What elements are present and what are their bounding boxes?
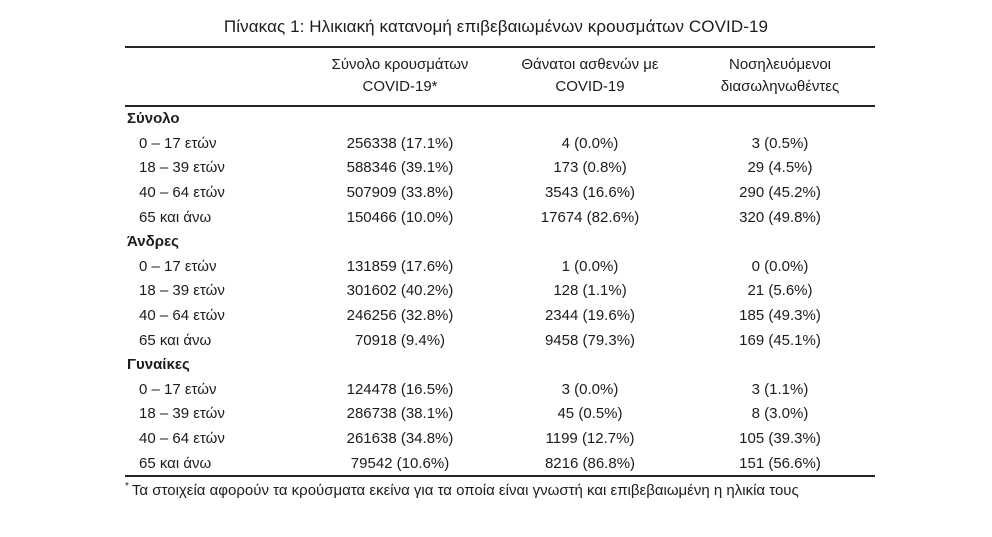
table-row: 65 και άνω 79542 (10.6%) 8216 (86.8%) 151 (…	[125, 450, 875, 478]
header-deaths-line1: Θάνατοι ασθενών με	[521, 56, 659, 73]
intubated-cell: 8 (3.0%)	[751, 405, 809, 423]
header-empty-cell	[125, 47, 305, 106]
header-total-cases: Σύνολο κρουσμάτων COVID-19*	[305, 47, 495, 106]
footnote: * Τα στοιχεία αφορούν τα κρούσματα εκείνα…	[125, 481, 875, 500]
deaths-cell: 1199 (12.7%)	[545, 430, 635, 448]
section-label: Σύνολο	[127, 110, 180, 128]
table-row: 40 – 64 ετών 507909 (33.8%) 3543 (16.6%) 29…	[125, 180, 875, 205]
deaths-cell: 3543 (16.6%)	[544, 184, 636, 202]
intubated-cell: 290 (45.2%)	[739, 184, 821, 202]
cases-cell: 246256 (32.8%)	[346, 307, 454, 325]
section-label: Γυναίκες	[127, 356, 190, 374]
cases-cell: 150466 (10.0%)	[346, 208, 454, 226]
deaths-cell: 173 (0.8%)	[553, 159, 627, 177]
deaths-cell: 4 (0.0%)	[561, 134, 619, 152]
cases-cell: 588346 (39.1%)	[346, 159, 454, 177]
table-row: 18 – 39 ετών 286738 (38.1%) 45 (0.5%) 8 (3.…	[125, 402, 875, 427]
age-group-label: 40 – 64 ετών	[139, 184, 225, 202]
deaths-cell: 8216 (86.8%)	[495, 450, 685, 478]
table-body: Σύνολο 0 – 17 ετών 256338 (17.1%) 4 (0.0%) 3…	[125, 106, 875, 478]
age-group-label: 40 – 64 ετών	[139, 307, 225, 325]
deaths-cell: 17674 (82.6%)	[540, 208, 640, 226]
deaths-cell: 2344 (19.6%)	[544, 307, 636, 325]
footnote-text: Τα στοιχεία αφορούν τα κρούσματα εκείνα …	[131, 482, 799, 500]
table-row: 40 – 64 ετών 261638 (34.8%) 1199 (12.7%) 10…	[125, 426, 875, 451]
table-row: 0 – 17 ετών 131859 (17.6%) 1 (0.0%) 0 (0.0%…	[125, 254, 875, 279]
table-row: 65 και άνω 150466 (10.0%) 17674 (82.6%) 320…	[125, 205, 875, 230]
cases-cell: 79542 (10.6%)	[305, 450, 495, 478]
header-total-cases-line2: COVID-19*	[362, 77, 438, 95]
footnote-marker: *	[125, 481, 129, 493]
age-group-label: 18 – 39 ετών	[139, 405, 225, 423]
table-container: Σύνολο κρουσμάτων COVID-19* Θάνατοι ασθε…	[125, 46, 875, 478]
intubated-cell: 105 (39.3%)	[739, 430, 821, 448]
header-intubated-line2: διασωληνωθέντες	[720, 77, 840, 95]
header-intubated: Νοσηλευόμενοι διασωληνωθέντες	[685, 47, 875, 106]
deaths-cell: 3 (0.0%)	[561, 380, 619, 398]
table-title: Πίνακας 1: Ηλικιακή κατανομή επιβεβαιωμέ…	[223, 17, 769, 36]
section-label: Άνδρες	[127, 233, 179, 251]
intubated-cell: 21 (5.6%)	[747, 282, 813, 300]
table-row: 65 και άνω 70918 (9.4%) 9458 (79.3%) 169 (4…	[125, 328, 875, 353]
intubated-cell: 3 (1.1%)	[751, 380, 809, 398]
header-deaths-line2: COVID-19	[555, 77, 625, 95]
age-group-label: 0 – 17 ετών	[139, 257, 217, 275]
cases-cell: 301602 (40.2%)	[346, 282, 454, 300]
table-header: Σύνολο κρουσμάτων COVID-19* Θάνατοι ασθε…	[125, 47, 875, 106]
age-group-label: 65 και άνω	[125, 450, 305, 478]
intubated-cell: 320 (49.8%)	[739, 208, 821, 226]
age-group-label: 18 – 39 ετών	[139, 159, 225, 177]
covid-age-distribution-table: Σύνολο κρουσμάτων COVID-19* Θάνατοι ασθε…	[125, 46, 875, 478]
cases-cell: 124478 (16.5%)	[346, 380, 454, 398]
section-header-row: Σύνολο	[125, 106, 875, 132]
table-row: 18 – 39 ετών 301602 (40.2%) 128 (1.1%) 21 (…	[125, 279, 875, 304]
age-group-label: 0 – 17 ετών	[139, 380, 217, 398]
table-row: 0 – 17 ετών 124478 (16.5%) 3 (0.0%) 3 (1.1%…	[125, 377, 875, 402]
deaths-cell: 45 (0.5%)	[557, 405, 623, 423]
intubated-cell: 0 (0.0%)	[751, 257, 809, 275]
intubated-cell: 185 (49.3%)	[739, 307, 821, 325]
deaths-cell: 128 (1.1%)	[553, 282, 627, 300]
table-row: 40 – 64 ετών 246256 (32.8%) 2344 (19.6%) 18…	[125, 303, 875, 328]
cases-cell: 507909 (33.8%)	[346, 184, 454, 202]
cases-cell: 261638 (34.8%)	[346, 430, 454, 448]
age-group-label: 18 – 39 ετών	[139, 282, 225, 300]
deaths-cell: 9458 (79.3%)	[544, 331, 636, 349]
section-header-row: Άνδρες	[125, 229, 875, 254]
header-row: Σύνολο κρουσμάτων COVID-19* Θάνατοι ασθε…	[125, 47, 875, 106]
intubated-cell: 3 (0.5%)	[751, 134, 809, 152]
table-row: 0 – 17 ετών 256338 (17.1%) 4 (0.0%) 3 (0.5%…	[125, 131, 875, 156]
deaths-cell: 1 (0.0%)	[561, 257, 619, 275]
header-deaths: Θάνατοι ασθενών με COVID-19	[495, 47, 685, 106]
age-group-label: 65 και άνω	[139, 208, 212, 226]
intubated-cell: 29 (4.5%)	[747, 159, 813, 177]
cases-cell: 70918 (9.4%)	[354, 331, 446, 349]
header-intubated-line1: Νοσηλευόμενοι	[728, 56, 831, 73]
cases-cell: 286738 (38.1%)	[346, 405, 454, 423]
age-group-label: 40 – 64 ετών	[139, 430, 225, 448]
cases-cell: 256338 (17.1%)	[346, 134, 454, 152]
intubated-cell: 151 (56.6%)	[685, 450, 875, 478]
table-row: 18 – 39 ετών 588346 (39.1%) 173 (0.8%) 29 (…	[125, 156, 875, 181]
age-group-label: 0 – 17 ετών	[139, 134, 217, 152]
cases-cell: 131859 (17.6%)	[346, 257, 454, 275]
section-header-row: Γυναίκες	[125, 352, 875, 377]
header-total-cases-line1: Σύνολο κρουσμάτων	[331, 56, 469, 73]
intubated-cell: 169 (45.1%)	[739, 331, 821, 349]
age-group-label: 65 και άνω	[139, 331, 212, 349]
